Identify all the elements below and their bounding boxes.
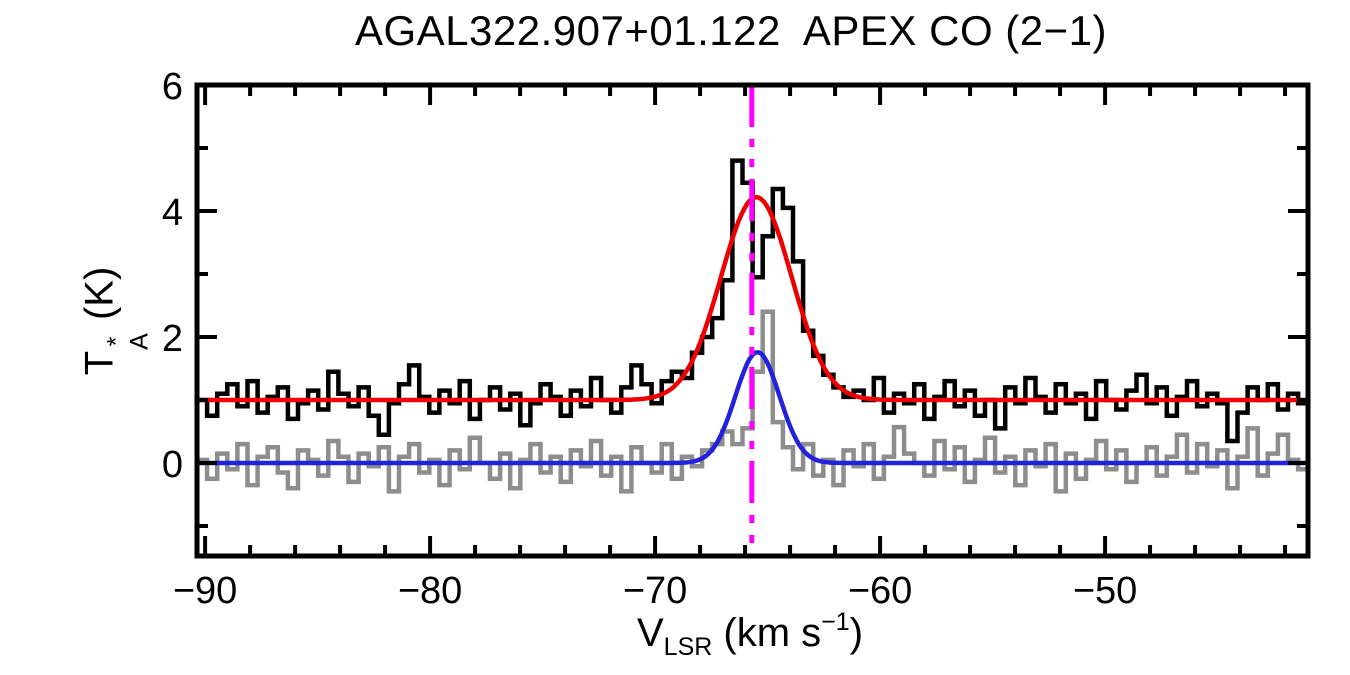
y-tick-label: 6 [162, 66, 183, 108]
x-axis-label: VLSR (km s−1) [637, 608, 863, 662]
plot-data-layer [197, 85, 1308, 556]
y-label-scripts: * A [103, 333, 154, 350]
x-label-symbol: V [636, 611, 664, 655]
x-label-unit-pre: (km s [712, 611, 822, 655]
y-label-subscript: A [125, 333, 153, 350]
y-label-symbol: T [77, 350, 122, 376]
x-tick-label: −80 [398, 570, 462, 612]
y-label-unit: (K) [77, 266, 122, 332]
x-label-unit-post: ) [849, 611, 864, 655]
x-tick-labels: −90 −80 −70 −60 −50 [173, 570, 1137, 612]
y-axis-label: T * A (K) [77, 266, 154, 376]
axes-box [194, 82, 1311, 559]
main-spectrum-histogram [197, 158, 1308, 444]
y-tick-label: 0 [162, 444, 183, 486]
x-tick-label: −90 [173, 570, 237, 612]
y-tick-labels: 0 2 4 6 [162, 66, 183, 486]
y-tick-label: 2 [162, 318, 183, 360]
chart-title: AGAL322.907+01.122 APEX CO (2−1) [355, 7, 1107, 54]
x-tick-label: −50 [1073, 570, 1137, 612]
x-label-exponent: −1 [821, 608, 850, 636]
x-tick-label: −60 [848, 570, 912, 612]
x-tick-label: −70 [623, 570, 687, 612]
x-label-subscript: LSR [663, 633, 713, 661]
axis-ticks [197, 83, 1308, 556]
y-tick-label: 4 [162, 192, 183, 234]
